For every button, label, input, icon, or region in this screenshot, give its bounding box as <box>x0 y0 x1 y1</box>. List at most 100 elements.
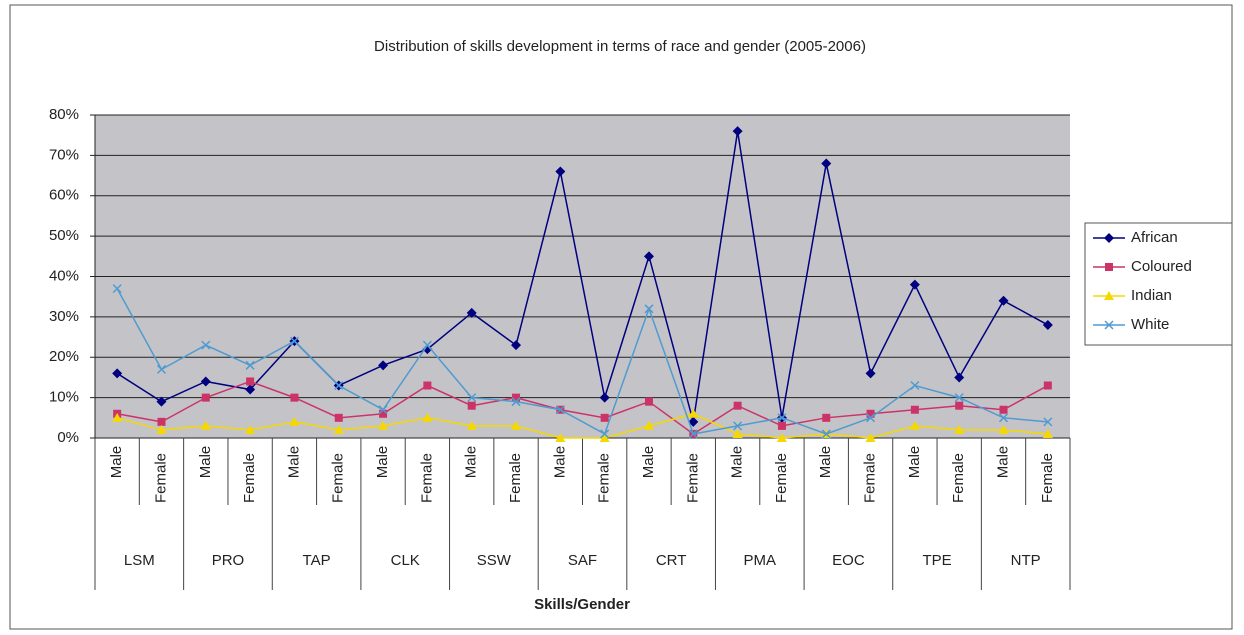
y-tick-label: 40% <box>49 267 79 284</box>
data-point <box>733 421 743 431</box>
data-point <box>998 413 1009 423</box>
data-point <box>512 393 521 402</box>
data-point <box>910 405 919 414</box>
x-tick-label: Male <box>374 446 391 479</box>
data-point <box>821 158 832 169</box>
data-point <box>599 433 610 442</box>
data-point <box>732 126 743 137</box>
data-point <box>112 412 123 422</box>
x-tick-label: Female <box>330 453 347 503</box>
group-label: SAF <box>568 552 597 569</box>
data-point <box>112 368 123 379</box>
x-tick-label: Female <box>862 453 879 503</box>
data-point <box>909 279 920 290</box>
y-tick-label: 80% <box>49 106 79 123</box>
data-point <box>643 251 654 262</box>
legend-label: Coloured <box>1131 258 1192 275</box>
group-label: SSW <box>477 552 512 569</box>
data-point <box>289 336 299 346</box>
group-label: LSM <box>124 552 155 569</box>
data-point <box>156 424 167 434</box>
x-tick-label: Female <box>241 453 258 503</box>
data-point <box>688 416 699 427</box>
x-axis-title: Skills/Gender <box>534 596 630 613</box>
data-point <box>201 340 211 350</box>
data-point <box>1042 319 1053 330</box>
legend-marker <box>1104 320 1114 330</box>
data-point <box>998 424 1009 434</box>
series-line <box>116 412 1048 439</box>
data-point <box>555 166 566 177</box>
data-point <box>511 397 521 407</box>
x-tick-label: Female <box>418 453 435 503</box>
x-tick-label: Male <box>817 446 834 479</box>
data-point <box>511 420 522 430</box>
data-point <box>910 380 920 391</box>
data-point <box>290 393 299 402</box>
data-point <box>423 381 432 390</box>
group-label: PMA <box>744 552 777 569</box>
y-tick-label: 50% <box>49 227 79 244</box>
data-point <box>156 364 167 374</box>
x-tick-label: Male <box>906 446 923 479</box>
x-tick-label: Male <box>197 446 214 479</box>
y-tick-label: 60% <box>49 187 79 204</box>
series-line <box>117 380 1049 435</box>
data-point <box>200 376 211 387</box>
data-point <box>246 377 255 386</box>
data-point <box>600 429 610 439</box>
data-point <box>157 417 166 426</box>
data-point <box>866 413 876 423</box>
data-point <box>333 424 344 434</box>
x-tick-label: Female <box>684 453 701 503</box>
data-point <box>378 360 389 371</box>
data-point <box>245 384 256 395</box>
group-label: TAP <box>303 552 331 569</box>
data-point <box>600 413 609 422</box>
x-tick-label: Male <box>463 446 480 479</box>
data-point <box>866 409 875 418</box>
data-point <box>511 340 522 351</box>
data-point <box>776 433 787 442</box>
data-point <box>466 420 477 430</box>
data-point <box>954 372 965 383</box>
data-point <box>378 420 389 430</box>
data-point <box>245 424 256 434</box>
data-point <box>998 295 1009 306</box>
data-point <box>245 360 255 370</box>
data-point <box>555 433 566 442</box>
group-label: CLK <box>391 552 420 569</box>
data-point <box>422 340 432 350</box>
series-line <box>116 288 1048 436</box>
x-tick-label: Male <box>108 446 125 479</box>
data-point <box>1043 417 1053 427</box>
data-point <box>1042 428 1053 438</box>
x-tick-label: Male <box>994 446 1011 479</box>
y-tick-label: 0% <box>57 429 79 446</box>
legend-label: White <box>1131 316 1169 333</box>
data-point <box>334 380 344 391</box>
data-point <box>954 393 964 403</box>
y-tick-label: 70% <box>49 146 79 163</box>
group-label: TPE <box>922 552 951 569</box>
data-point <box>777 413 787 423</box>
data-point <box>999 405 1008 414</box>
data-point <box>156 396 167 407</box>
data-point <box>467 393 477 403</box>
data-point <box>821 429 831 439</box>
chart-title: Distribution of skills development in te… <box>374 38 866 55</box>
data-point <box>822 413 831 422</box>
x-tick-label: Female <box>507 453 524 503</box>
group-label: PRO <box>212 552 245 569</box>
group-label: EOC <box>832 552 865 569</box>
data-point <box>422 412 433 422</box>
legend-marker <box>1104 291 1114 300</box>
data-point <box>289 416 300 426</box>
data-point <box>466 307 477 318</box>
data-point <box>555 405 565 415</box>
y-tick-label: 30% <box>49 308 79 325</box>
data-point <box>865 433 876 442</box>
x-tick-label: Female <box>773 453 790 503</box>
data-point <box>955 401 964 410</box>
